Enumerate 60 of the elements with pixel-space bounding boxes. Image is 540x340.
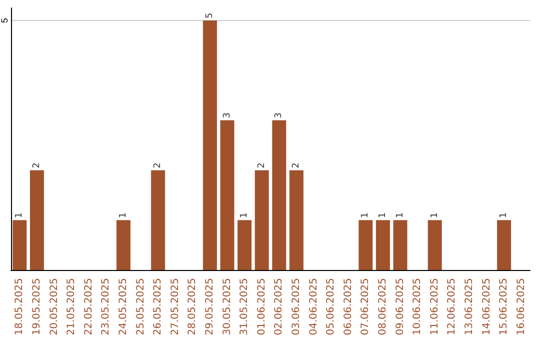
bar — [12, 220, 27, 270]
bar — [393, 220, 408, 270]
bar — [151, 170, 166, 270]
bar — [428, 220, 442, 270]
x-tick-label: 21.05.2025 — [66, 278, 78, 336]
x-tick-label: 10.06.2025 — [412, 278, 424, 336]
bar — [30, 170, 44, 270]
x-tick-label: 25.05.2025 — [135, 278, 146, 336]
x-tick-label: 11.06.2025 — [429, 278, 440, 336]
x-tick-label: 23.05.2025 — [100, 278, 112, 336]
x-tick-label: 01.06.2025 — [256, 278, 268, 336]
data-label: 1 — [378, 212, 388, 218]
bar — [238, 220, 252, 270]
data-label: 1 — [499, 212, 510, 218]
x-tick-label: 03.06.2025 — [290, 278, 302, 336]
x-tick-label: 30.05.2025 — [222, 278, 233, 336]
bar — [116, 220, 130, 270]
x-tick-label: 16.06.2025 — [516, 278, 527, 336]
data-label: 1 — [360, 212, 371, 218]
x-tick-label: 28.05.2025 — [187, 278, 198, 336]
x-tick-label: 24.05.2025 — [118, 278, 129, 336]
bar — [220, 120, 234, 270]
data-label: 2 — [291, 162, 302, 168]
bar — [376, 220, 390, 270]
bar — [202, 20, 217, 270]
data-label: 1 — [430, 212, 440, 218]
x-tick-label: 08.06.2025 — [377, 278, 388, 336]
x-tick-label: 02.06.2025 — [274, 278, 285, 336]
bar — [254, 170, 269, 270]
x-tick-label: 20.05.2025 — [48, 278, 60, 336]
x-tick-label: 07.06.2025 — [360, 278, 372, 336]
data-label: 1 — [240, 212, 250, 218]
x-tick-label: 18.05.2025 — [14, 278, 26, 336]
bar — [358, 220, 373, 270]
x-tick-label: 12.06.2025 — [446, 278, 458, 336]
bar — [289, 170, 304, 270]
x-tick-label: 13.06.2025 — [464, 278, 475, 336]
x-tick-label: 19.05.2025 — [31, 278, 42, 336]
x-tick-label: 27.05.2025 — [170, 278, 181, 336]
x-tick-label: 14.06.2025 — [481, 278, 492, 336]
x-tick-label: 04.06.2025 — [308, 278, 320, 336]
x-tick-label: 26.05.2025 — [152, 278, 164, 336]
x-tick-label: 29.05.2025 — [204, 278, 216, 336]
bar — [272, 120, 286, 270]
data-label: 2 — [256, 162, 267, 168]
x-tick-label: 06.06.2025 — [342, 278, 354, 336]
x-tick-label: 22.05.2025 — [83, 278, 94, 336]
data-label: 5 — [204, 12, 215, 18]
x-tick-label: 31.05.2025 — [239, 278, 250, 336]
x-tick-label: 15.06.2025 — [498, 278, 510, 336]
data-label: 2 — [153, 162, 164, 168]
x-tick-label: 09.06.2025 — [394, 278, 406, 336]
data-label: 2 — [32, 162, 42, 168]
data-label: 1 — [395, 212, 406, 218]
x-tick-label: 05.06.2025 — [326, 278, 337, 336]
data-label: 3 — [222, 112, 232, 118]
data-label: 1 — [14, 212, 25, 218]
data-label: 3 — [274, 112, 284, 118]
bar — [497, 220, 512, 270]
data-label: 1 — [118, 212, 128, 218]
